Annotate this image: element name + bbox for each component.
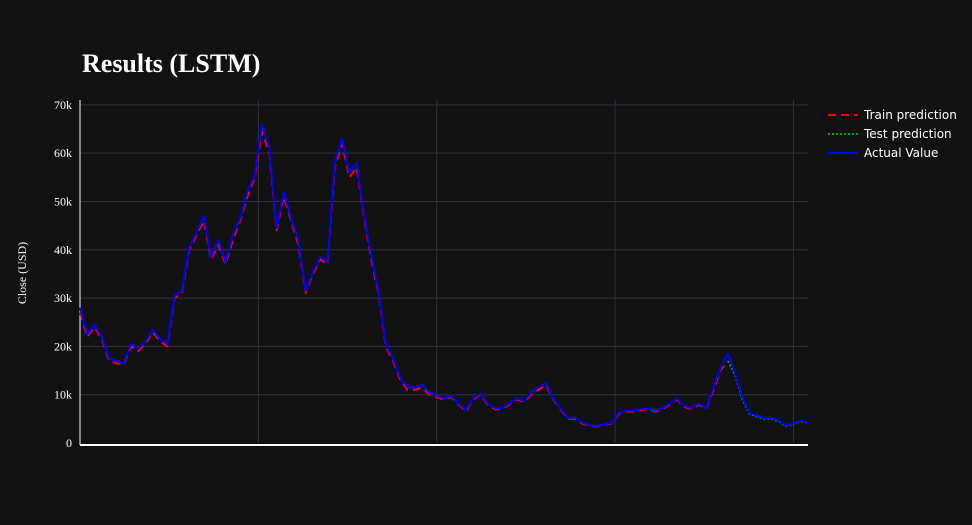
y-axis-label: Close (USD)	[15, 242, 29, 304]
series-line-actual-value	[79, 123, 809, 428]
y-tick-label: 10k	[54, 388, 72, 402]
y-tick-label: 40k	[54, 243, 72, 257]
y-tick-label: 20k	[54, 339, 72, 353]
legend: Train prediction Test prediction Actual Va…	[828, 108, 957, 160]
y-tick-label: 50k	[54, 194, 72, 208]
legend-label-test-prediction: Test prediction	[863, 127, 952, 141]
chart-title: Results (LSTM)	[82, 49, 260, 78]
legend-label-actual-value: Actual Value	[864, 146, 938, 160]
y-tick-label: 30k	[54, 291, 72, 305]
y-tick-label: 70k	[54, 98, 72, 112]
legend-label-train-prediction: Train prediction	[863, 108, 957, 122]
y-tick-label: 0	[66, 436, 72, 450]
plot-area: 0 10k 20k 30k 40k 50k 60k 70k	[54, 98, 809, 450]
y-tick-label: 60k	[54, 146, 72, 160]
